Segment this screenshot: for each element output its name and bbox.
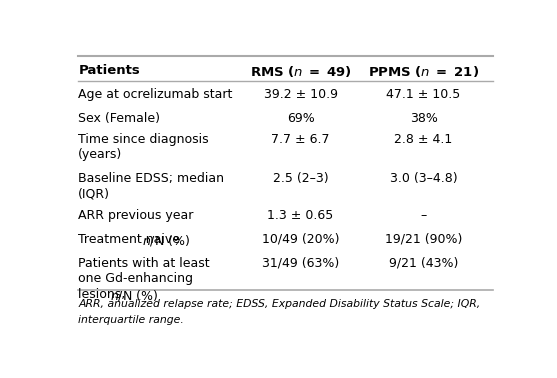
Text: Age at ocrelizumab start: Age at ocrelizumab start — [78, 88, 233, 101]
Text: Time since diagnosis
(years): Time since diagnosis (years) — [78, 133, 209, 161]
Text: 69%: 69% — [287, 112, 315, 125]
Text: 38%: 38% — [409, 112, 438, 125]
Text: 1.3 ± 0.65: 1.3 ± 0.65 — [267, 209, 334, 222]
Text: –: – — [421, 209, 427, 222]
Text: 9/21 (43%): 9/21 (43%) — [389, 257, 458, 270]
Text: 7.7 ± 6.7: 7.7 ± 6.7 — [271, 133, 330, 146]
Text: 31/49 (63%): 31/49 (63%) — [262, 257, 339, 270]
Text: 2.5 (2–3): 2.5 (2–3) — [273, 172, 329, 185]
Text: ARR previous year: ARR previous year — [78, 209, 194, 222]
Text: 47.1 ± 10.5: 47.1 ± 10.5 — [387, 88, 461, 101]
Text: Treatment naive: Treatment naive — [78, 233, 184, 246]
Text: Patients with at least
one Gd-enhancing: Patients with at least one Gd-enhancing — [78, 257, 210, 285]
Text: ARR, anualized relapse rate; EDSS, Expanded Disability Status Scale; IQR,: ARR, anualized relapse rate; EDSS, Expan… — [78, 299, 481, 308]
Text: $\mathit{n}$/N (%): $\mathit{n}$/N (%) — [142, 233, 190, 248]
Text: $\mathbf{RMS\ (}$$\mathit{n}$$\mathbf{\ =\ 49)}$: $\mathbf{RMS\ (}$$\mathit{n}$$\mathbf{\ … — [250, 64, 351, 79]
Text: Baseline EDSS; median
(IQR): Baseline EDSS; median (IQR) — [78, 172, 224, 200]
Text: 2.8 ± 4.1: 2.8 ± 4.1 — [394, 133, 453, 146]
Text: 3.0 (3–4.8): 3.0 (3–4.8) — [390, 172, 457, 185]
Text: $\mathbf{PPMS\ (}$$\mathit{n}$$\mathbf{\ =\ 21)}$: $\mathbf{PPMS\ (}$$\mathit{n}$$\mathbf{\… — [368, 64, 479, 79]
Text: Sex (Female): Sex (Female) — [78, 112, 160, 125]
Text: 10/49 (20%): 10/49 (20%) — [262, 233, 339, 246]
Text: $\mathit{n}$/N (%): $\mathit{n}$/N (%) — [110, 288, 158, 302]
Text: lesions,: lesions, — [78, 288, 130, 301]
Text: 19/21 (90%): 19/21 (90%) — [385, 233, 462, 246]
Text: 39.2 ± 10.9: 39.2 ± 10.9 — [263, 88, 338, 101]
Text: Patients: Patients — [78, 64, 140, 77]
Text: interquartile range.: interquartile range. — [78, 314, 184, 325]
